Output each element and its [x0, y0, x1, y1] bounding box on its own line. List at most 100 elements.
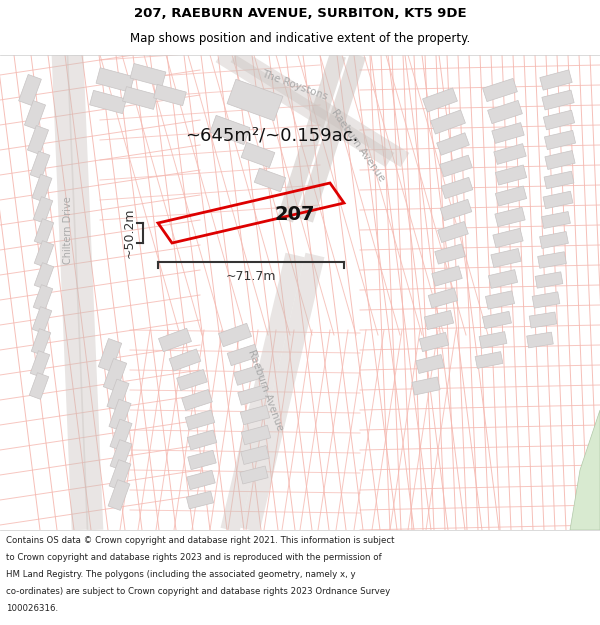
Polygon shape [488, 269, 518, 288]
Polygon shape [34, 219, 54, 246]
Polygon shape [34, 241, 54, 268]
Polygon shape [107, 379, 129, 411]
Polygon shape [482, 78, 517, 102]
Polygon shape [31, 329, 51, 356]
Text: ~71.7m: ~71.7m [226, 269, 276, 282]
Polygon shape [169, 349, 201, 371]
Polygon shape [30, 351, 50, 378]
Polygon shape [176, 369, 208, 391]
Polygon shape [428, 288, 458, 308]
Polygon shape [542, 90, 574, 110]
Polygon shape [238, 385, 268, 405]
Polygon shape [441, 177, 473, 199]
Polygon shape [188, 451, 216, 469]
Polygon shape [538, 252, 566, 268]
Polygon shape [527, 332, 553, 348]
Polygon shape [96, 68, 134, 92]
Polygon shape [182, 389, 212, 411]
Polygon shape [110, 419, 132, 451]
Polygon shape [544, 131, 575, 149]
Polygon shape [122, 87, 157, 109]
Polygon shape [227, 344, 259, 366]
Polygon shape [32, 174, 52, 202]
Polygon shape [110, 439, 132, 471]
Polygon shape [544, 171, 574, 189]
Polygon shape [437, 132, 469, 155]
Polygon shape [218, 323, 251, 347]
Polygon shape [412, 377, 440, 395]
Polygon shape [109, 399, 131, 431]
Polygon shape [210, 116, 250, 144]
Text: HM Land Registry. The polygons (including the associated geometry, namely x, y: HM Land Registry. The polygons (includin… [6, 570, 356, 579]
Polygon shape [495, 208, 525, 227]
Polygon shape [187, 471, 215, 489]
Polygon shape [227, 79, 283, 121]
Text: The Roystons: The Roystons [260, 68, 329, 102]
Polygon shape [241, 425, 271, 445]
Polygon shape [431, 110, 466, 134]
Polygon shape [154, 84, 187, 106]
Polygon shape [187, 491, 214, 509]
Polygon shape [535, 272, 563, 288]
Polygon shape [491, 249, 521, 268]
Polygon shape [98, 339, 122, 371]
Polygon shape [437, 221, 469, 243]
Polygon shape [494, 144, 526, 164]
Polygon shape [475, 352, 503, 368]
Polygon shape [540, 70, 572, 90]
Polygon shape [493, 228, 523, 248]
Polygon shape [241, 446, 269, 464]
Polygon shape [432, 266, 462, 286]
Polygon shape [25, 101, 46, 129]
Polygon shape [529, 312, 557, 328]
Polygon shape [492, 122, 524, 143]
Polygon shape [89, 91, 127, 114]
Polygon shape [544, 110, 575, 130]
Polygon shape [103, 359, 127, 391]
Polygon shape [570, 410, 600, 530]
Polygon shape [185, 410, 215, 430]
Polygon shape [240, 405, 270, 425]
Polygon shape [240, 466, 268, 484]
Polygon shape [435, 244, 465, 264]
Polygon shape [34, 262, 54, 289]
Polygon shape [28, 126, 49, 154]
Polygon shape [32, 307, 52, 333]
Polygon shape [488, 101, 523, 124]
Text: Raeburn Avenue: Raeburn Avenue [245, 348, 284, 432]
Polygon shape [33, 284, 53, 311]
Polygon shape [545, 151, 575, 169]
Polygon shape [419, 332, 449, 352]
Text: ~50.2m: ~50.2m [122, 208, 136, 258]
Text: Raeburn Avenue: Raeburn Avenue [329, 107, 386, 183]
Polygon shape [485, 291, 515, 309]
Polygon shape [254, 168, 286, 192]
Text: 100026316.: 100026316. [6, 604, 58, 612]
Text: ~645m²/~0.159ac.: ~645m²/~0.159ac. [185, 126, 358, 144]
Polygon shape [19, 74, 41, 106]
Polygon shape [479, 332, 507, 348]
Polygon shape [187, 430, 217, 450]
Polygon shape [542, 211, 571, 229]
Polygon shape [30, 151, 50, 179]
Polygon shape [539, 231, 568, 249]
Polygon shape [440, 155, 472, 177]
Polygon shape [234, 365, 264, 385]
Polygon shape [33, 197, 53, 223]
Polygon shape [29, 372, 49, 399]
Polygon shape [108, 479, 130, 511]
Polygon shape [130, 64, 166, 86]
Polygon shape [496, 186, 527, 206]
Text: Map shows position and indicative extent of the property.: Map shows position and indicative extent… [130, 32, 470, 45]
Polygon shape [109, 459, 131, 491]
Polygon shape [416, 354, 444, 374]
Polygon shape [543, 191, 573, 209]
Polygon shape [241, 142, 275, 168]
Text: to Crown copyright and database rights 2023 and is reproduced with the permissio: to Crown copyright and database rights 2… [6, 553, 382, 562]
Polygon shape [496, 165, 527, 185]
Text: co-ordinates) are subject to Crown copyright and database rights 2023 Ordnance S: co-ordinates) are subject to Crown copyr… [6, 587, 390, 596]
Text: Contains OS data © Crown copyright and database right 2021. This information is : Contains OS data © Crown copyright and d… [6, 536, 395, 545]
Polygon shape [482, 311, 511, 329]
Text: 207, RAEBURN AVENUE, SURBITON, KT5 9DE: 207, RAEBURN AVENUE, SURBITON, KT5 9DE [134, 8, 466, 20]
Polygon shape [424, 311, 454, 329]
